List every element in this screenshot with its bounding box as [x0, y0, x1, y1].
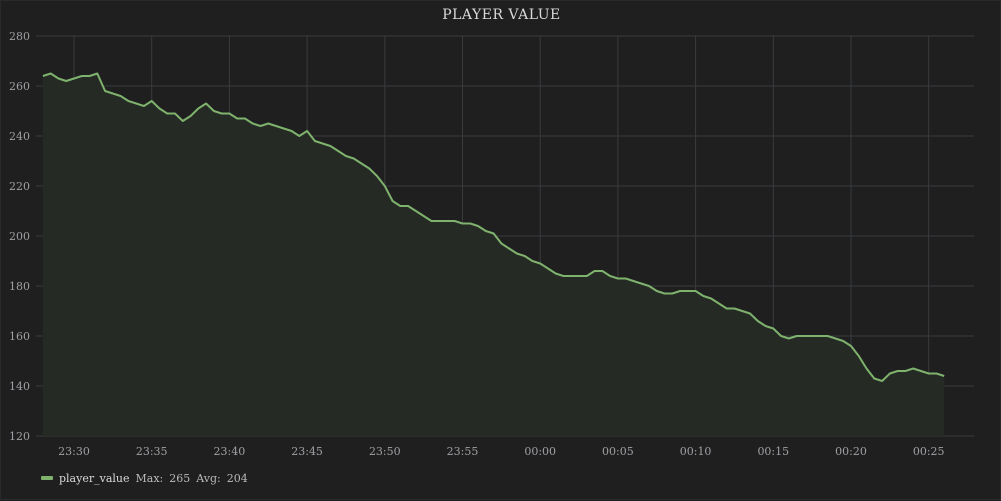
series-line [42, 72, 945, 382]
y-tick-label: 240 [9, 130, 30, 143]
x-tick-label: 00:20 [835, 445, 867, 458]
y-tick-label: 280 [9, 30, 30, 43]
x-tick-label: 00:10 [680, 445, 712, 458]
legend-max-label: Max: [135, 471, 164, 485]
x-tick-label: 00:15 [757, 445, 789, 458]
legend: player_value Max: 265 Avg: 204 [41, 471, 248, 485]
series-area-fill [42, 73, 945, 436]
series-line-path[interactable] [42, 72, 945, 382]
y-tick-label: 220 [9, 180, 30, 193]
legend-avg-value: 204 [226, 471, 248, 485]
x-tick-label: 23:30 [58, 445, 90, 458]
y-tick-label: 120 [9, 430, 30, 443]
x-tick-label: 23:50 [369, 445, 401, 458]
legend-avg-label: Avg: [196, 471, 221, 485]
x-tick-label: 23:35 [136, 445, 168, 458]
x-tick-label: 23:45 [291, 445, 323, 458]
x-tick-label: 23:55 [447, 445, 479, 458]
y-tick-label: 260 [9, 80, 30, 93]
y-tick-label: 200 [9, 230, 30, 243]
legend-max-value: 265 [169, 471, 191, 485]
x-axis: 23:30 23:35 23:40 23:45 23:50 23:55 00:00 00:05… [58, 445, 944, 458]
series-area [42, 73, 945, 436]
y-tick-label: 160 [9, 330, 30, 343]
x-tick-label: 00:00 [524, 445, 556, 458]
y-axis: 120 140 160 180 200 220 240 260 280 [9, 30, 30, 443]
y-tick-label: 180 [9, 280, 30, 293]
y-tick-label: 140 [9, 380, 30, 393]
x-tick-label: 00:05 [602, 445, 634, 458]
x-tick-label: 00:25 [913, 445, 945, 458]
legend-swatch[interactable] [41, 476, 53, 480]
x-tick-label: 23:40 [214, 445, 246, 458]
legend-series-name[interactable]: player_value [59, 471, 130, 485]
chart-title: PLAYER VALUE [442, 7, 561, 23]
